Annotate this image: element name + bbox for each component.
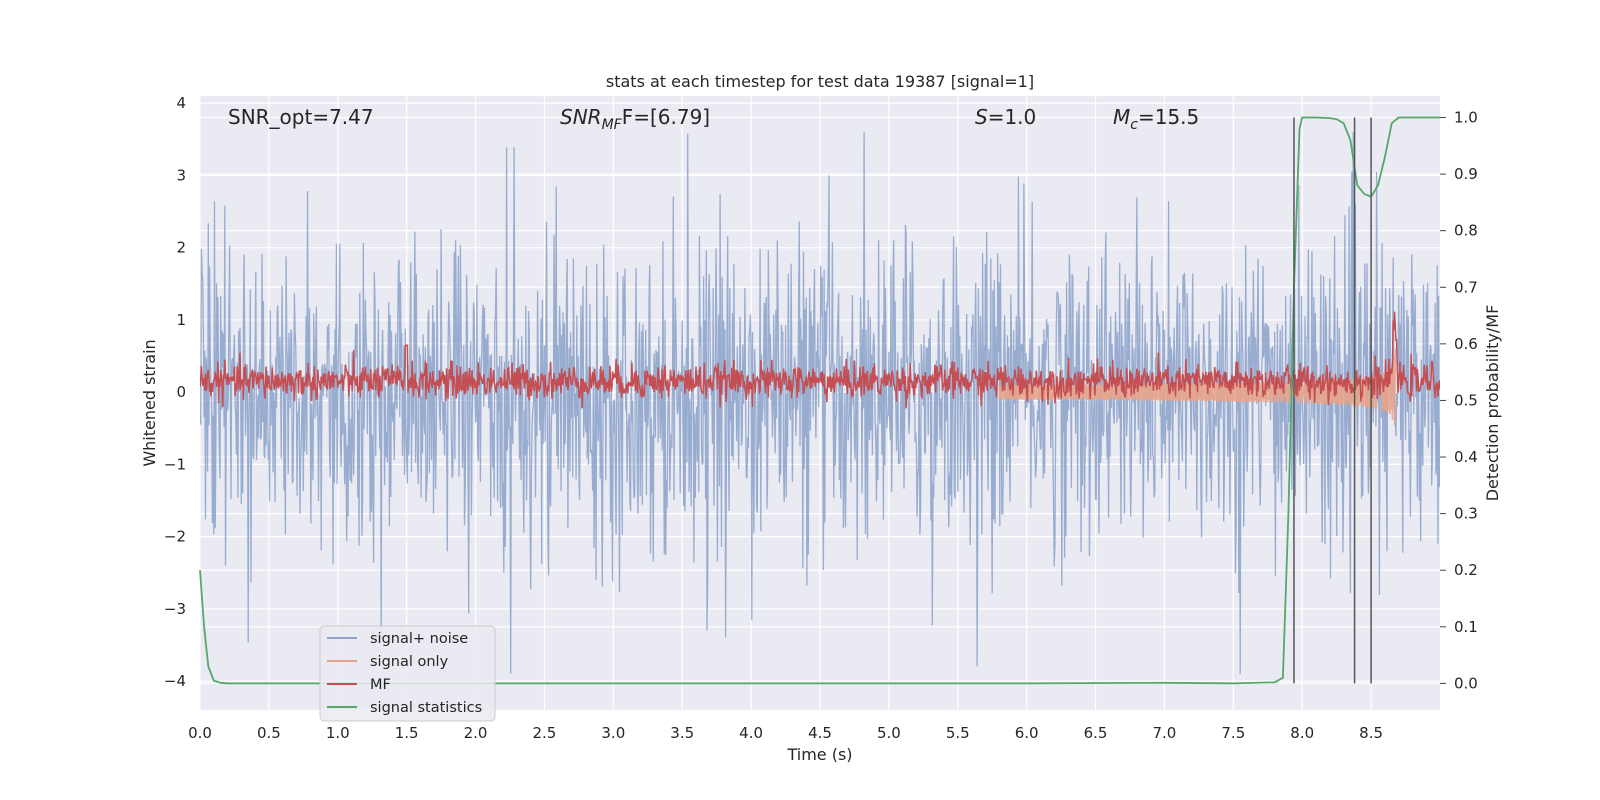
x-tick-label: 0.5 xyxy=(257,724,281,742)
x-tick-label: 4.0 xyxy=(739,724,763,742)
legend-label-signal-only: signal only xyxy=(370,654,449,670)
y2-tick-label: 0.3 xyxy=(1454,505,1478,523)
annotation-s: S=1.0 xyxy=(975,105,1036,129)
y-tick-label: 0 xyxy=(176,383,186,401)
x-tick-label: 8.5 xyxy=(1359,724,1383,742)
y2-axis-label: Detection probability/MF xyxy=(1483,305,1502,502)
tick-labels: 0.0 0.5 1.0 1.5 2.0 2.5 3.0 3.5 4.0 4.5 5.0 5.5 6.0 6… xyxy=(164,94,1478,742)
y2-tick-label: 0.7 xyxy=(1454,278,1478,296)
series-signal-statistics xyxy=(199,116,1440,685)
x-tick-label: 1.5 xyxy=(395,724,419,742)
legend-box xyxy=(319,625,496,722)
y2-tick-label: 0.0 xyxy=(1454,674,1478,692)
annotation-snr-opt: SNR_opt=7.47 xyxy=(228,105,374,129)
x-axis-label: Time (s) xyxy=(786,745,852,764)
y-tick-label: −4 xyxy=(164,672,186,690)
x-tick-label: 5.0 xyxy=(877,724,901,742)
y2-tick-label: 0.9 xyxy=(1454,165,1478,183)
legend: signal+ noise signal only MF signal stat… xyxy=(319,625,496,722)
x-tick-label: 6.5 xyxy=(1084,724,1108,742)
series-layer xyxy=(200,132,1440,674)
y2-tick-label: 0.8 xyxy=(1454,222,1478,240)
y2-tick-label: 0.5 xyxy=(1454,391,1478,409)
series-mf xyxy=(200,311,1440,409)
y2-tick-label: 0.2 xyxy=(1454,561,1478,579)
y-tick-label: −1 xyxy=(164,455,186,473)
annotation-mc: Mc=15.5 xyxy=(1113,105,1199,133)
overlay-layer xyxy=(199,116,1440,685)
x-tick-label: 1.0 xyxy=(326,724,350,742)
annotation-snr-mf-main: SNR xyxy=(560,105,602,129)
annotation-s-main: S xyxy=(975,105,988,129)
legend-label-mf: MF xyxy=(370,677,391,693)
legend-label-signal-noise: signal+ noise xyxy=(370,631,468,647)
x-tick-label: 5.5 xyxy=(946,724,970,742)
annotation-snr-mf-sub: MF xyxy=(602,117,623,133)
annotation-snr-mf-rest: F=[6.79] xyxy=(622,105,710,129)
y-tick-label: 3 xyxy=(176,166,186,184)
x-tick-label: 4.5 xyxy=(808,724,832,742)
y-tick-label: −3 xyxy=(164,600,186,618)
annotation-mc-main: M xyxy=(1113,105,1130,129)
x-tick-label: 2.0 xyxy=(464,724,488,742)
x-tick-label: 6.0 xyxy=(1015,724,1039,742)
annotation-snr-mf: SNRMFF=[6.79] xyxy=(560,105,710,133)
y-axis-label: Whitened strain xyxy=(140,339,159,466)
x-tick-label: 3.5 xyxy=(670,724,694,742)
y-tick-label: 4 xyxy=(176,94,186,112)
chart-title: stats at each timestep for test data 193… xyxy=(606,72,1034,91)
x-tick-label: 3.0 xyxy=(601,724,625,742)
annotation-mc-rest: =15.5 xyxy=(1138,105,1199,129)
y2-tick-label: 0.4 xyxy=(1454,448,1478,466)
y2-tick-label: 0.1 xyxy=(1454,618,1478,636)
x-tick-label: 7.0 xyxy=(1153,724,1177,742)
annotation-s-rest: =1.0 xyxy=(988,105,1037,129)
x-tick-label: 7.5 xyxy=(1221,724,1245,742)
y-tick-label: 2 xyxy=(176,239,186,257)
x-tick-label: 2.5 xyxy=(533,724,557,742)
annotation-mc-sub: c xyxy=(1130,117,1138,133)
x-tick-label: 8.0 xyxy=(1290,724,1314,742)
legend-label-signal-statistics: signal statistics xyxy=(370,700,482,716)
x-tick-label: 0.0 xyxy=(188,724,212,742)
y2-tick-label: 0.6 xyxy=(1454,335,1478,353)
y2-tick-label: 1.0 xyxy=(1454,109,1478,127)
y-tick-label: −2 xyxy=(164,528,186,546)
y-tick-label: 1 xyxy=(176,311,186,329)
